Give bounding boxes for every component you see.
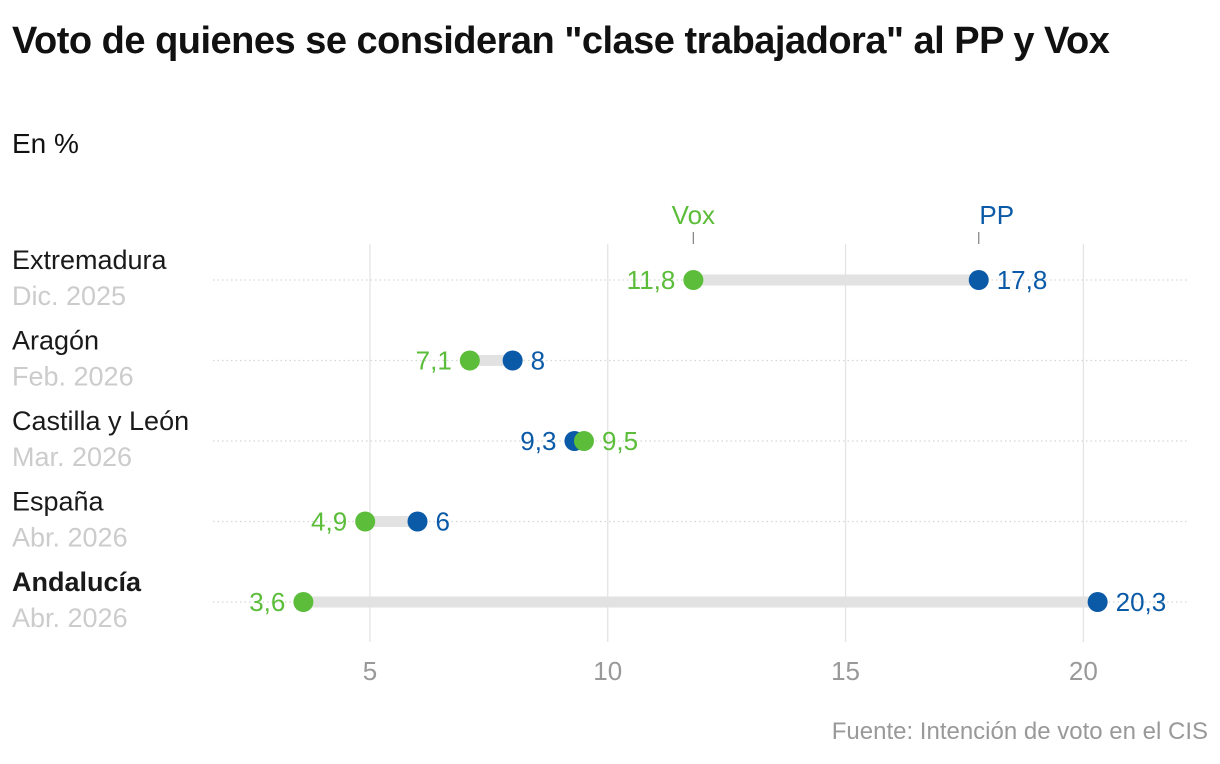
chart-title: Voto de quienes se consideran "clase tra… (12, 20, 1110, 62)
x-tick-label: 5 (363, 656, 377, 686)
dot-pp (502, 350, 523, 371)
x-tick-label: 10 (593, 656, 622, 686)
data-label-vox: 7,1 (416, 346, 452, 376)
x-tick-label: 15 (831, 656, 860, 686)
data-label-pp: 9,3 (520, 426, 556, 456)
legend-pp: PP (979, 200, 1014, 230)
data-label-vox: 3,6 (249, 587, 285, 617)
data-label-pp: 8 (531, 346, 545, 376)
row-label: España (12, 487, 105, 517)
data-label-vox: 9,5 (602, 426, 638, 456)
dot-pp (968, 270, 989, 290)
legend-vox: Vox (672, 200, 715, 230)
row-label: Castilla y León (12, 406, 189, 436)
row-date: Abr. 2026 (12, 603, 128, 633)
dot-vox (459, 350, 480, 371)
data-label-pp: 20,3 (1116, 587, 1167, 617)
row-label: Andalucía (12, 567, 142, 597)
row-date: Feb. 2026 (12, 362, 134, 392)
dot-pp (1087, 592, 1108, 612)
dot-pp (407, 511, 428, 532)
source-note: Fuente: Intención de voto en el CIS (831, 718, 1208, 745)
data-label-vox: 11,8 (627, 265, 676, 295)
data-label-vox: 4,9 (311, 507, 347, 537)
row-date: Mar. 2026 (12, 442, 132, 472)
row-date: Abr. 2026 (12, 523, 128, 553)
chart-subtitle: En % (12, 128, 79, 159)
x-tick-label: 20 (1069, 656, 1098, 686)
dot-vox (293, 592, 314, 612)
row-date: Dic. 2025 (12, 281, 126, 311)
row-label: Aragón (12, 326, 99, 356)
data-label-pp: 6 (436, 507, 450, 537)
dot-vox (683, 270, 704, 290)
data-label-pp: 17,8 (997, 265, 1048, 295)
row-label: Extremadura (12, 245, 168, 275)
dot-vox (355, 511, 376, 532)
dot-vox (573, 431, 594, 451)
